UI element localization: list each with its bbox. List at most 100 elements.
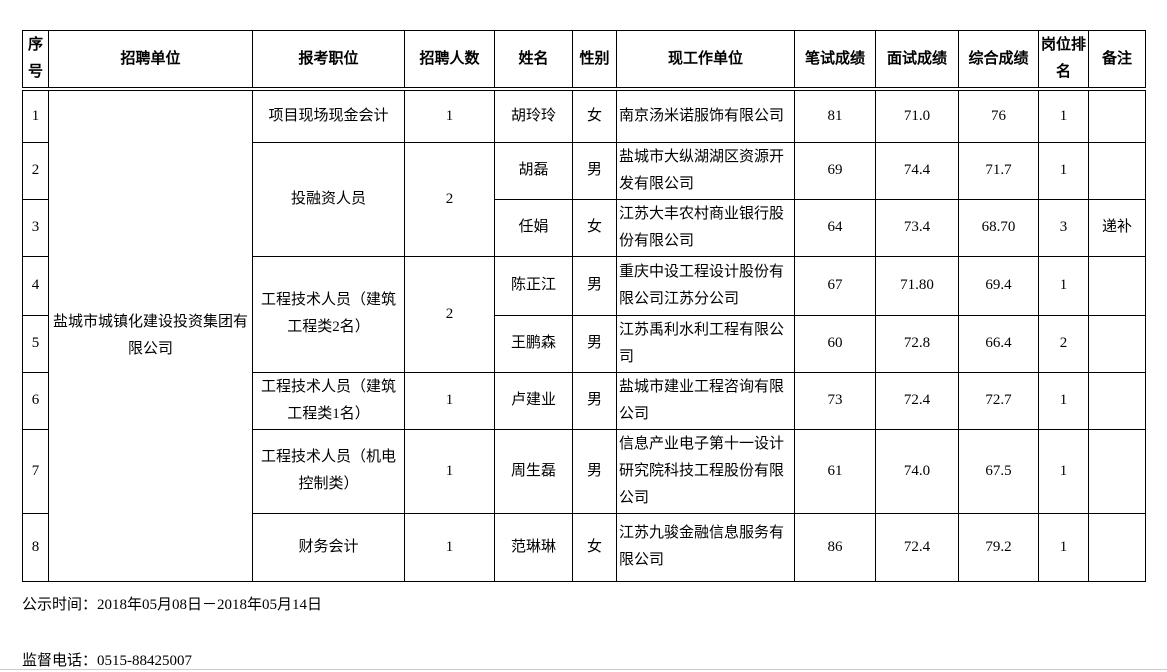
col-header-current-employer: 现工作单位 (616, 30, 795, 91)
cell-headcount: 1 (404, 371, 495, 430)
table-row-1: 1 盐城市城镇化建设投资集团有限公司 项目现场现金会计 1 胡玲玲 女 南京汤米… (22, 88, 1146, 582)
cell-name: 胡磊 (494, 141, 573, 200)
col-header-written-score: 笔试成绩 (794, 30, 876, 91)
cell-written-score: 60 (794, 314, 876, 373)
cell-rank: 1 (1038, 255, 1089, 316)
cell-interview-score: 73.4 (875, 198, 959, 257)
col-header-recruiting-unit: 招聘单位 (48, 30, 253, 91)
cell-note (1088, 371, 1146, 430)
cell-interview-score: 71.80 (875, 255, 959, 316)
cell-written-score: 81 (794, 88, 876, 143)
publicity-period-text: 公示时间：2018年05月08日－2018年05月14日 (22, 596, 323, 613)
table-row-5: 5 王鹏森 男 江苏禹利水利工程有限公司 60 72.8 66.4 2 (22, 314, 1146, 373)
cell-note (1088, 428, 1146, 514)
cell-note (1088, 314, 1146, 373)
cell-position: 工程技术人员（机电控制类） (252, 428, 405, 514)
cell-current-employer: 江苏禹利水利工程有限公司 (616, 314, 795, 373)
cell-rank: 3 (1038, 198, 1089, 257)
cell-position: 投融资人员 (252, 141, 405, 257)
cell-overall-score: 66.4 (958, 314, 1039, 373)
cell-gender: 男 (572, 141, 617, 200)
cell-overall-score: 72.7 (958, 371, 1039, 430)
cell-overall-score: 67.5 (958, 428, 1039, 514)
cell-note (1088, 512, 1146, 582)
col-header-rank: 岗位排名 (1038, 30, 1089, 91)
cell-overall-score: 71.7 (958, 141, 1039, 200)
col-header-no: 序号 (22, 30, 49, 91)
cell-written-score: 67 (794, 255, 876, 316)
col-header-gender: 性别 (572, 30, 617, 91)
col-header-name: 姓名 (494, 30, 573, 91)
cell-headcount: 2 (404, 255, 495, 373)
cell-written-score: 73 (794, 371, 876, 430)
cell-interview-score: 72.4 (875, 371, 959, 430)
supervision-phone-text: 监督电话：0515-88425007 (22, 652, 192, 669)
cell-note (1088, 141, 1146, 200)
cell-written-score: 61 (794, 428, 876, 514)
cell-position: 项目现场现金会计 (252, 88, 405, 143)
cell-name: 周生磊 (494, 428, 573, 514)
cell-name: 卢建业 (494, 371, 573, 430)
cell-written-score: 69 (794, 141, 876, 200)
page-bottom-divider (0, 669, 1167, 670)
cell-current-employer: 盐城市大纵湖湖区资源开发有限公司 (616, 141, 795, 200)
cell-no: 4 (22, 255, 49, 316)
cell-no: 2 (22, 141, 49, 200)
cell-overall-score: 79.2 (958, 512, 1039, 582)
cell-name: 陈正江 (494, 255, 573, 316)
cell-headcount: 1 (404, 88, 495, 143)
cell-interview-score: 72.4 (875, 512, 959, 582)
cell-rank: 1 (1038, 141, 1089, 200)
table-row-7: 7 工程技术人员（机电控制类） 1 周生磊 男 信息产业电子第十一设计研究院科技… (22, 428, 1146, 514)
cell-headcount: 2 (404, 141, 495, 257)
table-row-2: 2 投融资人员 2 胡磊 男 盐城市大纵湖湖区资源开发有限公司 69 74.4 … (22, 141, 1146, 257)
cell-no: 5 (22, 314, 49, 373)
cell-gender: 男 (572, 255, 617, 316)
table-row-3: 3 任娟 女 江苏大丰农村商业银行股份有限公司 64 73.4 68.70 3 … (22, 198, 1146, 257)
cell-rank: 1 (1038, 88, 1089, 143)
cell-note (1088, 255, 1146, 316)
table-row-4: 4 工程技术人员（建筑工程类2名） 2 陈正江 男 重庆中设工程设计股份有限公司… (22, 255, 1146, 373)
cell-gender: 男 (572, 371, 617, 430)
cell-rank: 1 (1038, 428, 1089, 514)
cell-rank: 1 (1038, 371, 1089, 430)
cell-name: 任娟 (494, 198, 573, 257)
cell-no: 7 (22, 428, 49, 514)
cell-no: 8 (22, 512, 49, 582)
recruitment-results-table: 序号 招聘单位 报考职位 招聘人数 姓名 性别 现工作单位 笔试成绩 面试成绩 … (22, 30, 1146, 582)
cell-interview-score: 71.0 (875, 88, 959, 143)
col-header-position: 报考职位 (252, 30, 405, 91)
cell-name: 胡玲玲 (494, 88, 573, 143)
cell-written-score: 86 (794, 512, 876, 582)
cell-current-employer: 江苏大丰农村商业银行股份有限公司 (616, 198, 795, 257)
cell-position: 财务会计 (252, 512, 405, 582)
cell-gender: 男 (572, 314, 617, 373)
cell-headcount: 1 (404, 428, 495, 514)
cell-position: 工程技术人员（建筑工程类1名） (252, 371, 405, 430)
cell-no: 6 (22, 371, 49, 430)
cell-overall-score: 69.4 (958, 255, 1039, 316)
cell-name: 王鹏森 (494, 314, 573, 373)
col-header-overall-score: 综合成绩 (958, 30, 1039, 91)
cell-no: 1 (22, 88, 49, 143)
table-row-8: 8 财务会计 1 范琳琳 女 江苏九骏金融信息服务有限公司 86 72.4 79… (22, 512, 1146, 582)
col-header-interview-score: 面试成绩 (875, 30, 959, 91)
cell-rank: 2 (1038, 314, 1089, 373)
cell-gender: 女 (572, 88, 617, 143)
header-row: 序号 招聘单位 报考职位 招聘人数 姓名 性别 现工作单位 笔试成绩 面试成绩 … (22, 30, 1146, 91)
col-header-headcount: 招聘人数 (404, 30, 495, 91)
cell-interview-score: 74.4 (875, 141, 959, 200)
cell-headcount: 1 (404, 512, 495, 582)
cell-recruiting-unit: 盐城市城镇化建设投资集团有限公司 (48, 88, 253, 582)
cell-current-employer: 重庆中设工程设计股份有限公司江苏分公司 (616, 255, 795, 316)
cell-overall-score: 68.70 (958, 198, 1039, 257)
cell-note: 递补 (1088, 198, 1146, 257)
cell-position: 工程技术人员（建筑工程类2名） (252, 255, 405, 373)
cell-gender: 女 (572, 512, 617, 582)
cell-current-employer: 江苏九骏金融信息服务有限公司 (616, 512, 795, 582)
cell-interview-score: 72.8 (875, 314, 959, 373)
cell-name: 范琳琳 (494, 512, 573, 582)
cell-interview-score: 74.0 (875, 428, 959, 514)
cell-overall-score: 76 (958, 88, 1039, 143)
